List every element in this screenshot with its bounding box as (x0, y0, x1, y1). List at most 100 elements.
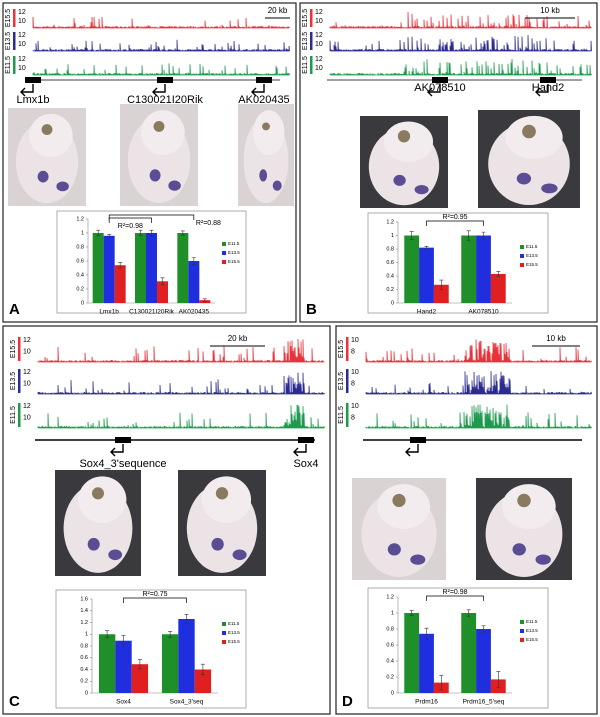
error-bar (424, 627, 429, 640)
embryo-eye (517, 493, 531, 508)
y-tick-label: 0.6 (80, 655, 88, 661)
stain (211, 537, 224, 551)
gene-label: Sox4_3'sequence (79, 458, 166, 470)
track-color-key (346, 369, 349, 393)
track-stage: E13.5 (302, 32, 309, 50)
embryo-eye (91, 487, 105, 500)
error-bar (160, 277, 165, 286)
chart-frame (55, 589, 247, 709)
bracket (426, 220, 484, 226)
bar (145, 233, 158, 303)
legend-swatch (520, 263, 524, 267)
legend-label: E15.5 (228, 259, 240, 264)
embryo-eye (262, 122, 270, 131)
y-tick-label: 1.6 (80, 596, 88, 602)
bar (476, 629, 491, 693)
track-scale-label: 10 (315, 41, 323, 48)
track-scale-label: 12 (315, 32, 323, 39)
track-signal (329, 12, 592, 29)
r-squared: R²=0.88 (196, 220, 221, 227)
bar (461, 613, 477, 693)
stain (387, 543, 401, 556)
y-tick-label: 0.4 (386, 658, 394, 664)
bar (178, 618, 195, 693)
panel-letter: C (9, 693, 20, 710)
error-bar (105, 630, 110, 639)
legend-swatch (520, 620, 524, 624)
bar (419, 633, 434, 693)
bar (404, 235, 420, 303)
legend-swatch (222, 622, 226, 626)
track-color-key (13, 9, 16, 27)
panel-border (2, 2, 297, 323)
track-scale-label: 10 (351, 337, 359, 344)
y-tick-label: 0.2 (386, 287, 394, 293)
gene-label: Lmx1b (16, 94, 49, 106)
stain (541, 183, 558, 194)
scale-bar-label: 20 kb (268, 6, 288, 15)
error-bar (180, 230, 185, 236)
track-scale-label: 12 (23, 369, 31, 376)
bar (476, 235, 491, 303)
bar (188, 261, 200, 303)
legend-label: E11.5 (228, 621, 240, 626)
track-signal (329, 59, 592, 76)
y-tick-label: 1.2 (386, 219, 394, 225)
y-tick-label: 0 (391, 300, 394, 306)
legend-swatch (222, 260, 226, 264)
track-signal (365, 404, 592, 429)
error-bar (424, 246, 429, 250)
legend-label: E13.5 (526, 253, 538, 258)
y-tick-label: 1 (391, 233, 394, 239)
y-tick-label: 0.6 (386, 260, 394, 266)
bar (98, 634, 116, 693)
y-tick-label: 0.4 (386, 273, 394, 279)
legend-label: E15.5 (526, 262, 538, 267)
track-stage: E15.5 (338, 340, 345, 358)
gene-arrow (535, 84, 549, 97)
stain (232, 549, 247, 561)
error-bar (200, 663, 205, 676)
error-bar (191, 257, 196, 265)
stain (108, 549, 123, 561)
track-scale-label: 10 (351, 403, 359, 410)
bracket (123, 597, 187, 603)
r-squared: R²=0.98 (442, 589, 467, 596)
x-tick-label: Lmx1b (99, 309, 119, 316)
y-tick-label: 1 (391, 610, 394, 616)
y-tick-label: 1.2 (76, 216, 84, 222)
track-color-key (13, 32, 16, 50)
y-tick-label: 0.4 (76, 272, 84, 278)
legend-swatch (222, 251, 226, 255)
embryo-head (505, 115, 563, 159)
track-signal (37, 372, 325, 395)
track-stage: E15.5 (10, 340, 17, 358)
track-stage: E15.5 (5, 9, 12, 27)
gene-label: C130021I20Rik (127, 94, 203, 106)
track-stage: E13.5 (5, 32, 12, 50)
gene-exon (432, 77, 448, 83)
legend-label: E13.5 (228, 630, 240, 635)
gene-arrow (110, 444, 124, 457)
bar (103, 235, 115, 303)
legend-label: E11.5 (526, 619, 538, 624)
y-tick-label: 0.2 (386, 674, 394, 680)
track-stage: E13.5 (10, 372, 17, 390)
scale-bar-label: 10 kb (546, 334, 566, 343)
y-tick-label: 0.8 (80, 643, 88, 649)
bar (419, 247, 434, 303)
error-bar (96, 229, 101, 237)
panel-letter: D (342, 693, 353, 710)
track-scale-label: 10 (23, 349, 31, 356)
y-tick-label: 0.8 (386, 626, 394, 632)
bracket (108, 214, 195, 220)
track-scale-label: 12 (18, 32, 26, 39)
track-scale-label: 12 (18, 56, 26, 63)
x-tick-label: Prdm16 (415, 699, 438, 706)
track-stage: E15.5 (302, 9, 309, 27)
y-tick-label: 0 (391, 690, 394, 696)
track-stage: E11.5 (5, 56, 12, 74)
track-color-key (310, 32, 313, 50)
stain (512, 543, 526, 556)
